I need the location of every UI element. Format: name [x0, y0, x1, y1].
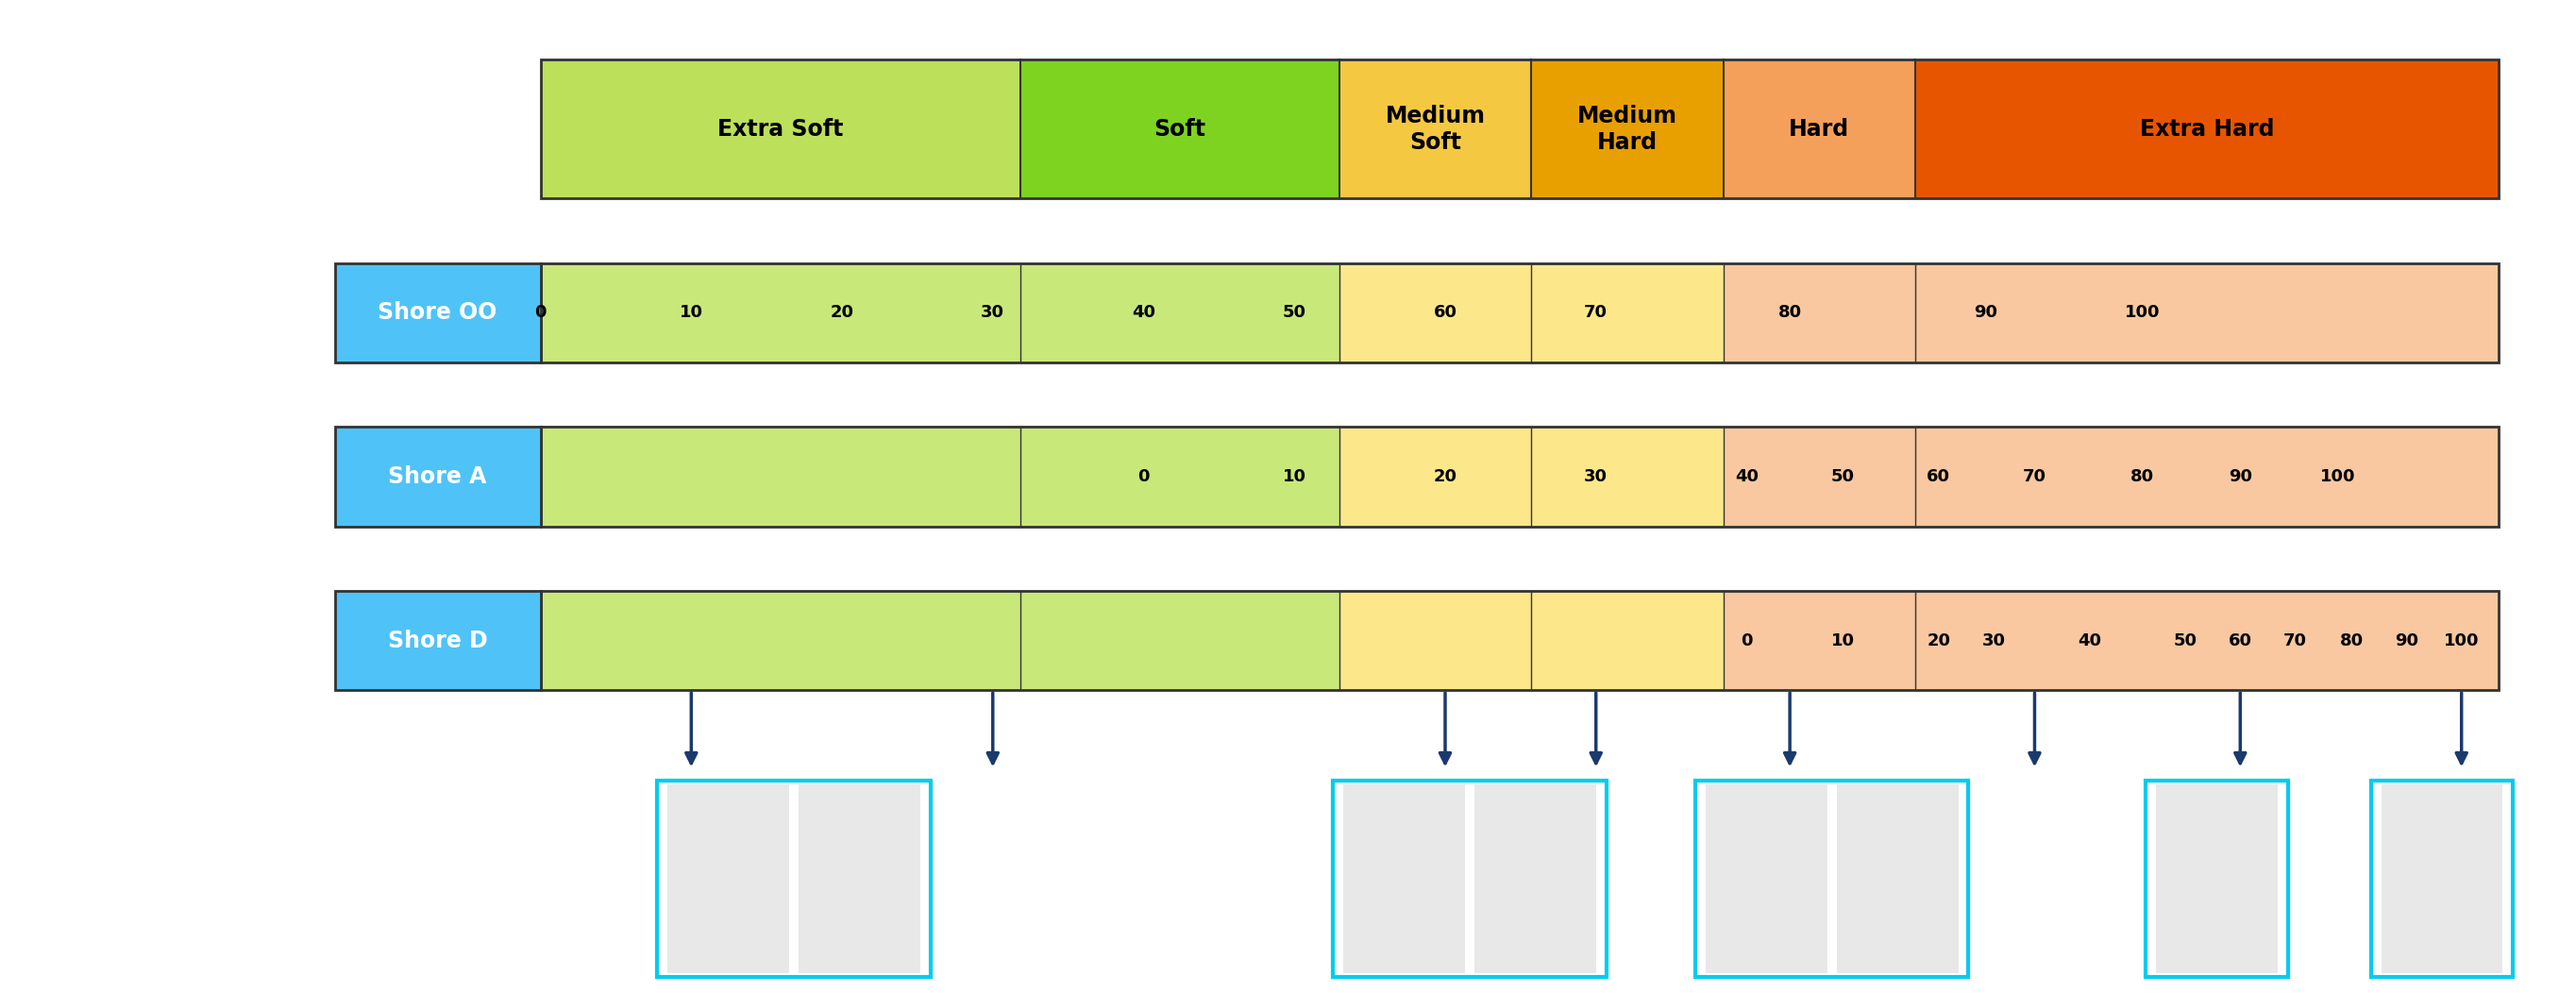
Text: 100: 100 [2125, 304, 2161, 322]
Text: 30: 30 [1981, 632, 2004, 649]
Text: Extra Soft: Extra Soft [716, 118, 842, 140]
Bar [1914, 427, 2499, 526]
Text: 0: 0 [1741, 632, 1752, 649]
Bar [1530, 427, 1723, 526]
Bar [1340, 591, 1530, 690]
Bar [1340, 263, 1530, 362]
Text: 80: 80 [2130, 468, 2154, 486]
Text: Shore A: Shore A [389, 466, 487, 488]
Bar [1020, 591, 1340, 690]
Text: Soft: Soft [1154, 118, 1206, 140]
Bar [1020, 263, 1340, 362]
Bar [541, 591, 2499, 690]
Text: 50: 50 [1832, 468, 1855, 486]
Bar [2370, 780, 2514, 977]
Bar [1342, 784, 1466, 973]
Bar [541, 427, 2499, 526]
Text: 80: 80 [2339, 632, 2365, 649]
Bar [1723, 263, 1914, 362]
Bar [541, 263, 1020, 362]
Text: 20: 20 [1927, 632, 1950, 649]
Bar [1914, 60, 2499, 199]
Bar [541, 263, 2499, 362]
Text: 0: 0 [536, 304, 546, 322]
Bar [1020, 427, 1340, 526]
Text: 90: 90 [2228, 468, 2251, 486]
Bar [1914, 263, 2499, 362]
Bar [1723, 427, 1914, 526]
Bar [1332, 780, 1607, 977]
Bar [1530, 60, 1723, 199]
Text: 100: 100 [2445, 632, 2478, 649]
Bar [541, 427, 1020, 526]
Text: Medium
Hard: Medium Hard [1577, 104, 1677, 154]
Text: 70: 70 [2282, 632, 2308, 649]
Bar [1723, 591, 1914, 690]
Text: 80: 80 [1777, 304, 1801, 322]
Bar [2156, 784, 2277, 973]
Bar [1020, 60, 1340, 199]
Bar [657, 780, 930, 977]
Text: 20: 20 [829, 304, 853, 322]
Text: Hard: Hard [1788, 118, 1850, 140]
Bar [1340, 60, 1530, 199]
Text: Extra Hard: Extra Hard [2141, 118, 2275, 140]
Bar [335, 263, 541, 362]
Text: Shore OO: Shore OO [379, 302, 497, 324]
Bar [1705, 784, 1826, 973]
Bar [1530, 263, 1723, 362]
Bar [1473, 784, 1597, 973]
Bar [1340, 427, 1530, 526]
Text: 50: 50 [1283, 304, 1306, 322]
Bar [1530, 591, 1723, 690]
Text: 100: 100 [2321, 468, 2357, 486]
Bar [2146, 780, 2287, 977]
Text: 40: 40 [1736, 468, 1759, 486]
Bar [667, 784, 788, 973]
Text: 30: 30 [1584, 468, 1607, 486]
Text: Shore D: Shore D [389, 630, 487, 651]
Text: 90: 90 [2396, 632, 2419, 649]
Text: 40: 40 [1131, 304, 1157, 322]
Text: 10: 10 [1832, 632, 1855, 649]
Text: 10: 10 [680, 304, 703, 322]
Text: 40: 40 [2079, 632, 2102, 649]
Text: 50: 50 [2174, 632, 2197, 649]
Text: 90: 90 [1973, 304, 1996, 322]
Bar [541, 591, 1020, 690]
Bar [335, 591, 541, 690]
Text: 60: 60 [2228, 632, 2251, 649]
Bar [1695, 780, 1968, 977]
Bar [1723, 60, 1914, 199]
Bar [1837, 784, 1958, 973]
Text: 60: 60 [1432, 304, 1458, 322]
Text: Medium
Soft: Medium Soft [1386, 104, 1486, 154]
Bar [541, 60, 2499, 199]
Text: 0: 0 [1139, 468, 1149, 486]
Text: 70: 70 [1584, 304, 1607, 322]
Text: 60: 60 [1927, 468, 1950, 486]
Bar [2380, 784, 2504, 973]
Bar [335, 427, 541, 526]
Text: 10: 10 [1283, 468, 1306, 486]
Bar [541, 60, 1020, 199]
Bar [799, 784, 920, 973]
Bar [1914, 591, 2499, 690]
Text: 70: 70 [2022, 468, 2045, 486]
Text: 20: 20 [1432, 468, 1458, 486]
Text: 30: 30 [981, 304, 1005, 322]
